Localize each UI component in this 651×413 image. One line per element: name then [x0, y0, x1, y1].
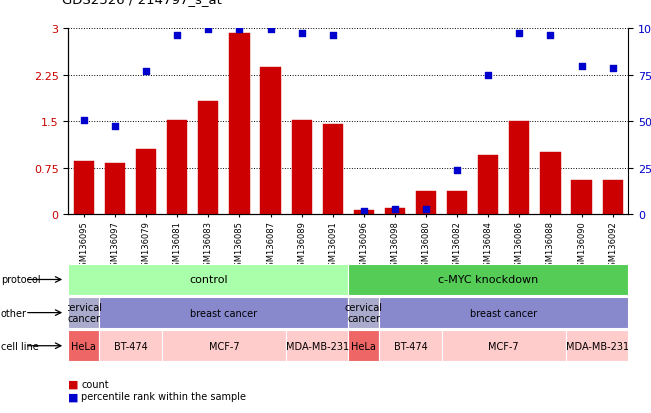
- Bar: [348, 330, 380, 361]
- Text: ■: ■: [68, 379, 79, 389]
- Point: [607, 66, 618, 73]
- Bar: [566, 330, 628, 361]
- Bar: [385, 209, 405, 215]
- Bar: [198, 102, 219, 215]
- Text: HeLa: HeLa: [72, 341, 96, 351]
- Bar: [260, 68, 281, 215]
- Bar: [416, 191, 436, 215]
- Bar: [603, 181, 623, 215]
- Text: HeLa: HeLa: [352, 341, 376, 351]
- Bar: [105, 164, 125, 215]
- Text: other: other: [1, 308, 27, 318]
- Point: [546, 33, 556, 40]
- Point: [421, 206, 431, 213]
- Text: cervical
cancer: cervical cancer: [345, 302, 383, 324]
- Point: [172, 33, 182, 40]
- Point: [483, 72, 493, 78]
- Point: [359, 208, 369, 215]
- Bar: [292, 121, 312, 215]
- Bar: [572, 181, 592, 215]
- Bar: [447, 191, 467, 215]
- Point: [203, 27, 214, 33]
- Bar: [540, 153, 561, 215]
- Text: MCF-7: MCF-7: [488, 341, 519, 351]
- Bar: [478, 156, 499, 215]
- Bar: [286, 330, 348, 361]
- Text: MDA-MB-231: MDA-MB-231: [566, 341, 629, 351]
- Bar: [161, 330, 286, 361]
- Point: [452, 167, 462, 173]
- Bar: [380, 297, 628, 328]
- Point: [141, 69, 151, 76]
- Text: BT-474: BT-474: [114, 341, 147, 351]
- Text: GDS2526 / 214797_s_at: GDS2526 / 214797_s_at: [62, 0, 222, 6]
- Text: ■: ■: [68, 392, 79, 401]
- Bar: [509, 122, 529, 215]
- Point: [110, 123, 120, 130]
- Text: cell line: cell line: [1, 341, 38, 351]
- Bar: [348, 297, 380, 328]
- Text: cervical
cancer: cervical cancer: [65, 302, 103, 324]
- Text: breast cancer: breast cancer: [470, 308, 537, 318]
- Bar: [353, 211, 374, 215]
- Text: BT-474: BT-474: [394, 341, 427, 351]
- Bar: [100, 297, 348, 328]
- Text: count: count: [81, 379, 109, 389]
- Text: percentile rank within the sample: percentile rank within the sample: [81, 392, 246, 401]
- Text: breast cancer: breast cancer: [190, 308, 257, 318]
- Text: MCF-7: MCF-7: [208, 341, 239, 351]
- Point: [296, 31, 307, 37]
- Bar: [68, 264, 348, 295]
- Point: [327, 33, 338, 40]
- Point: [79, 117, 89, 124]
- Bar: [229, 34, 249, 215]
- Point: [234, 26, 245, 33]
- Point: [390, 206, 400, 213]
- Text: protocol: protocol: [1, 275, 40, 285]
- Bar: [441, 330, 566, 361]
- Point: [514, 31, 525, 37]
- Bar: [100, 330, 161, 361]
- Text: c-MYC knockdown: c-MYC knockdown: [438, 275, 538, 285]
- Bar: [167, 121, 187, 215]
- Bar: [348, 264, 628, 295]
- Point: [266, 27, 276, 33]
- Bar: [74, 162, 94, 215]
- Text: MDA-MB-231: MDA-MB-231: [286, 341, 349, 351]
- Bar: [380, 330, 441, 361]
- Text: control: control: [189, 275, 228, 285]
- Point: [576, 64, 587, 71]
- Bar: [136, 150, 156, 215]
- Bar: [68, 330, 100, 361]
- Bar: [68, 297, 100, 328]
- Bar: [323, 125, 343, 215]
